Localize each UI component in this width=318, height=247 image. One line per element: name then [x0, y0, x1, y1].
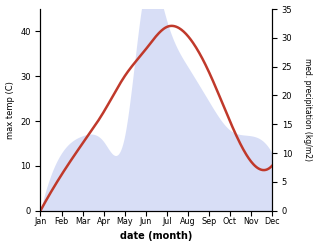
Y-axis label: max temp (C): max temp (C): [5, 81, 15, 139]
Y-axis label: med. precipitation (kg/m2): med. precipitation (kg/m2): [303, 58, 313, 161]
X-axis label: date (month): date (month): [120, 231, 192, 242]
